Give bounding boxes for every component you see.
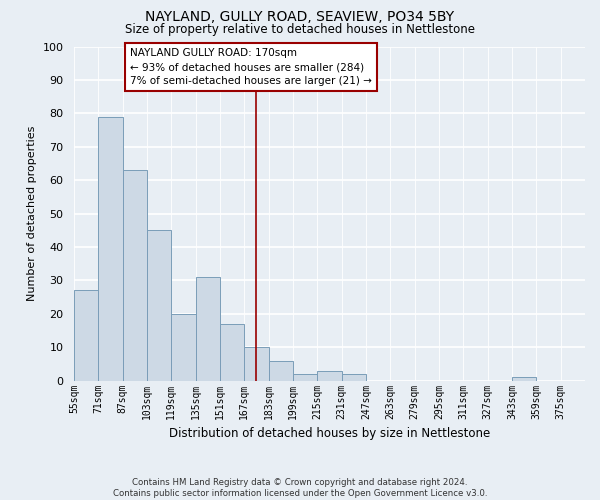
Text: Contains HM Land Registry data © Crown copyright and database right 2024.
Contai: Contains HM Land Registry data © Crown c…: [113, 478, 487, 498]
Bar: [244, 347, 269, 380]
Bar: [196, 277, 220, 380]
Bar: [512, 378, 536, 380]
Bar: [98, 116, 122, 380]
Bar: [220, 324, 244, 380]
Bar: [172, 314, 196, 380]
Text: Size of property relative to detached houses in Nettlestone: Size of property relative to detached ho…: [125, 22, 475, 36]
Bar: [122, 170, 147, 380]
Bar: [341, 374, 366, 380]
Bar: [317, 370, 341, 380]
Bar: [269, 360, 293, 380]
Text: NAYLAND GULLY ROAD: 170sqm
← 93% of detached houses are smaller (284)
7% of semi: NAYLAND GULLY ROAD: 170sqm ← 93% of deta…: [130, 48, 372, 86]
Y-axis label: Number of detached properties: Number of detached properties: [27, 126, 37, 302]
Bar: [147, 230, 172, 380]
Bar: [293, 374, 317, 380]
X-axis label: Distribution of detached houses by size in Nettlestone: Distribution of detached houses by size …: [169, 427, 490, 440]
Text: NAYLAND, GULLY ROAD, SEAVIEW, PO34 5BY: NAYLAND, GULLY ROAD, SEAVIEW, PO34 5BY: [145, 10, 455, 24]
Bar: [74, 290, 98, 380]
